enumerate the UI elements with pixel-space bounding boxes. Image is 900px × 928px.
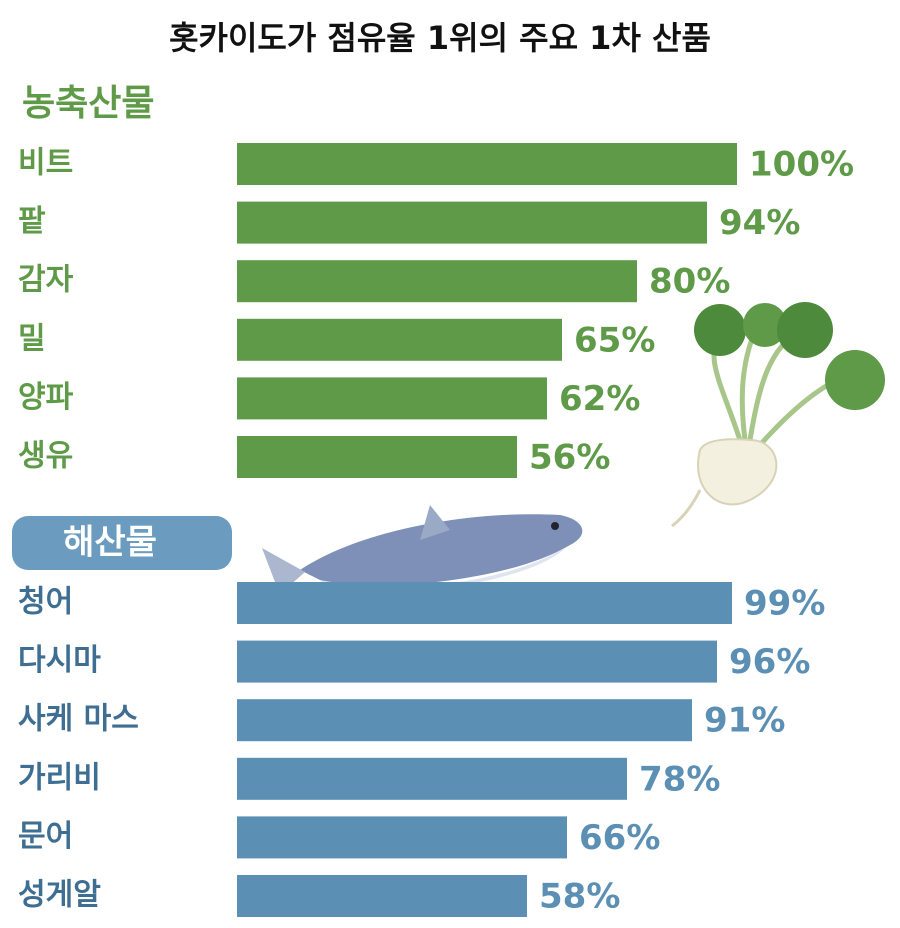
category-label: 비트 xyxy=(18,146,73,181)
category-label: 청어 xyxy=(18,585,73,620)
category-label: 밀 xyxy=(18,321,46,356)
category-label: 사케 마스 xyxy=(18,702,139,737)
category-label: 가리비 xyxy=(18,760,101,795)
value-label: 96% xyxy=(729,642,810,682)
section-pill xyxy=(12,516,232,570)
category-label: 팥 xyxy=(18,204,46,239)
value-label: 91% xyxy=(704,701,785,741)
value-label: 99% xyxy=(744,584,825,624)
bar xyxy=(237,640,717,683)
category-label: 문어 xyxy=(18,819,73,854)
value-label: 94% xyxy=(719,203,800,243)
bar xyxy=(237,318,562,361)
bar xyxy=(237,582,732,624)
bar xyxy=(237,377,547,420)
beet-illustration xyxy=(671,302,885,528)
bar xyxy=(237,875,527,917)
category-label: 양파 xyxy=(18,380,74,415)
value-label: 58% xyxy=(539,877,620,917)
bar xyxy=(237,260,637,303)
category-label: 성게알 xyxy=(18,878,101,913)
value-label: 65% xyxy=(574,320,655,360)
bar xyxy=(237,143,737,185)
category-label: 생유 xyxy=(18,439,73,474)
value-label: 80% xyxy=(649,262,730,302)
category-label: 감자 xyxy=(18,263,74,298)
section-title: 농축산물 xyxy=(22,83,154,124)
category-label: 다시마 xyxy=(18,643,101,678)
bar xyxy=(237,757,627,800)
bar xyxy=(237,201,707,244)
bar xyxy=(237,816,567,859)
value-label: 56% xyxy=(529,438,610,478)
section-title: 해산물 xyxy=(63,523,157,563)
value-label: 62% xyxy=(559,379,640,419)
value-label: 78% xyxy=(639,759,720,799)
bar xyxy=(237,699,692,742)
value-label: 100% xyxy=(749,145,854,185)
bar xyxy=(237,436,517,478)
chart-title: 홋카이도가 점유율 1위의 주요 1차 산품 xyxy=(169,19,711,57)
value-label: 66% xyxy=(579,818,660,858)
